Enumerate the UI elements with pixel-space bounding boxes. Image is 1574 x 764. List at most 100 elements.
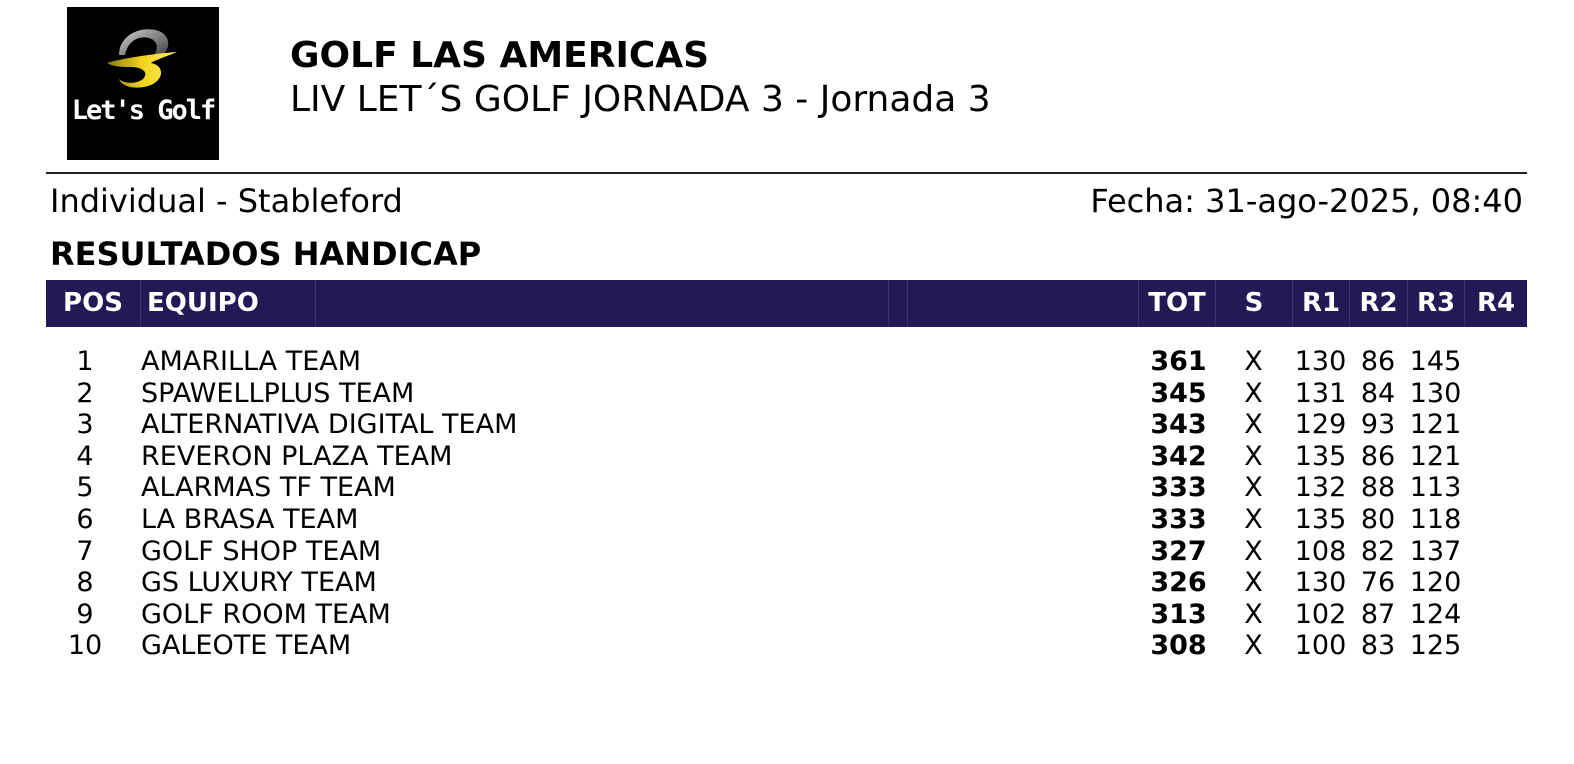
team-cell: LA BRASA TEAM — [141, 503, 359, 535]
table-row: 7 GOLF SHOP TEAM 327 X 108 82 137 — [46, 536, 1527, 568]
r1-cell: 132 — [1294, 472, 1347, 504]
r1-cell: 108 — [1294, 535, 1347, 567]
r1-cell: 130 — [1294, 346, 1347, 377]
logo-text: Let's Golf — [71, 95, 217, 126]
tot-cell: 313 — [1150, 598, 1207, 630]
table-row: 6 LA BRASA TEAM 333 X 135 80 118 — [46, 504, 1527, 536]
s-cell: X — [1244, 346, 1263, 377]
date-text: Fecha: 31-ago-2025, 08:40 — [1090, 182, 1523, 220]
table-row: 3 ALTERNATIVA DIGITAL TEAM 343 X 129 93 … — [46, 409, 1527, 441]
r2-cell: 76 — [1360, 567, 1396, 599]
team-cell: GS LUXURY TEAM — [141, 567, 377, 599]
table-row: 9 GOLF ROOM TEAM 313 X 102 87 124 — [46, 599, 1527, 631]
results-table-body: 1 AMARILLA TEAM 361 X 130 86 145 2 SPAWE… — [46, 346, 1527, 662]
pos-cell: 5 — [76, 472, 94, 504]
pos-cell: 2 — [76, 377, 94, 409]
s-cell: X — [1244, 409, 1263, 441]
competition-date: Fecha: 31-ago-2025, 08:40 — [1090, 180, 1523, 222]
pos-cell: 9 — [76, 598, 94, 630]
tot-cell: 361 — [1150, 346, 1207, 377]
table-row: 2 SPAWELLPLUS TEAM 345 X 131 84 130 — [46, 378, 1527, 410]
r2-cell: 83 — [1360, 630, 1396, 662]
column-header-tot: TOT — [1138, 280, 1215, 327]
r2-cell: 82 — [1360, 535, 1396, 567]
tot-cell: 327 — [1150, 535, 1207, 567]
lets-golf-swoosh-icon — [107, 29, 177, 88]
table-row: 10 GALEOTE TEAM 308 X 100 83 125 — [46, 630, 1527, 662]
team-cell: REVERON PLAZA TEAM — [141, 440, 453, 472]
r3-cell: 113 — [1409, 472, 1462, 504]
r1-cell: 135 — [1294, 440, 1347, 472]
s-cell: X — [1244, 377, 1263, 409]
r1-cell: 135 — [1294, 503, 1347, 535]
tot-cell: 343 — [1150, 409, 1207, 441]
r1-cell: 100 — [1294, 630, 1347, 662]
r3-cell: 130 — [1409, 377, 1462, 409]
table-row: 5 ALARMAS TF TEAM 333 X 132 88 113 — [46, 472, 1527, 504]
column-header-s: S — [1215, 280, 1292, 327]
pos-cell: 4 — [76, 440, 94, 472]
team-cell: SPAWELLPLUS TEAM — [141, 377, 415, 409]
team-cell: GOLF ROOM TEAM — [141, 598, 391, 630]
competition-format: Individual - Stableford — [50, 182, 403, 220]
r2-cell: 93 — [1360, 409, 1396, 441]
r1-cell: 131 — [1294, 377, 1347, 409]
lets-golf-logo: Let's Golf — [67, 7, 219, 160]
table-row: 4 REVERON PLAZA TEAM 342 X 135 86 121 — [46, 441, 1527, 473]
pos-cell: 3 — [76, 409, 94, 441]
r2-cell: 87 — [1360, 598, 1396, 630]
s-cell: X — [1244, 567, 1263, 599]
r3-cell: 118 — [1409, 503, 1462, 535]
r3-cell: 137 — [1409, 535, 1462, 567]
r3-cell: 120 — [1409, 567, 1462, 599]
section-title: RESULTADOS HANDICAP — [50, 235, 482, 273]
column-header-r1: R1 — [1292, 280, 1349, 327]
s-cell: X — [1244, 472, 1263, 504]
r2-cell: 86 — [1360, 346, 1396, 377]
tot-cell: 333 — [1150, 503, 1207, 535]
r3-cell: 121 — [1409, 440, 1462, 472]
r3-cell: 124 — [1409, 598, 1462, 630]
r2-cell: 80 — [1360, 503, 1396, 535]
column-header-blank-1 — [315, 280, 888, 327]
table-header: POS EQUIPO TOT S R1 R2 R3 R4 — [46, 280, 1527, 327]
r3-cell: 145 — [1409, 346, 1462, 377]
column-header-blank-2 — [888, 280, 907, 327]
tot-cell: 308 — [1150, 630, 1207, 662]
tot-cell: 333 — [1150, 472, 1207, 504]
event-name: LIV LET´S GOLF JORNADA 3 - Jornada 3 — [290, 79, 991, 120]
s-cell: X — [1244, 440, 1263, 472]
s-cell: X — [1244, 598, 1263, 630]
header-divider — [46, 172, 1527, 174]
r1-cell: 130 — [1294, 567, 1347, 599]
r2-cell: 84 — [1360, 377, 1396, 409]
r1-cell: 129 — [1294, 409, 1347, 441]
team-cell: GOLF SHOP TEAM — [141, 535, 382, 567]
column-header-pos: POS — [63, 288, 123, 318]
column-header-r2: R2 — [1349, 280, 1407, 327]
club-name: GOLF LAS AMERICAS — [290, 35, 710, 76]
r3-cell: 121 — [1409, 409, 1462, 441]
tot-cell: 326 — [1150, 567, 1207, 599]
pos-cell: 8 — [76, 567, 94, 599]
team-cell: ALARMAS TF TEAM — [141, 472, 396, 504]
r2-cell: 86 — [1360, 440, 1396, 472]
tot-cell: 342 — [1150, 440, 1207, 472]
column-header-equipo: EQUIPO — [140, 280, 315, 327]
table-row: 8 GS LUXURY TEAM 326 X 130 76 120 — [46, 567, 1527, 599]
team-cell: GALEOTE TEAM — [141, 630, 352, 662]
column-header-r4: R4 — [1464, 280, 1527, 327]
r1-cell: 102 — [1294, 598, 1347, 630]
column-header-r3: R3 — [1407, 280, 1464, 327]
s-cell: X — [1244, 503, 1263, 535]
pos-cell: 1 — [76, 346, 94, 377]
s-cell: X — [1244, 535, 1263, 567]
tot-cell: 345 — [1150, 377, 1207, 409]
table-row: 1 AMARILLA TEAM 361 X 130 86 145 — [46, 346, 1527, 378]
pos-cell: 7 — [76, 535, 94, 567]
team-cell: AMARILLA TEAM — [141, 346, 362, 377]
pos-cell: 6 — [76, 503, 94, 535]
r2-cell: 88 — [1360, 472, 1396, 504]
r3-cell: 125 — [1409, 630, 1462, 662]
